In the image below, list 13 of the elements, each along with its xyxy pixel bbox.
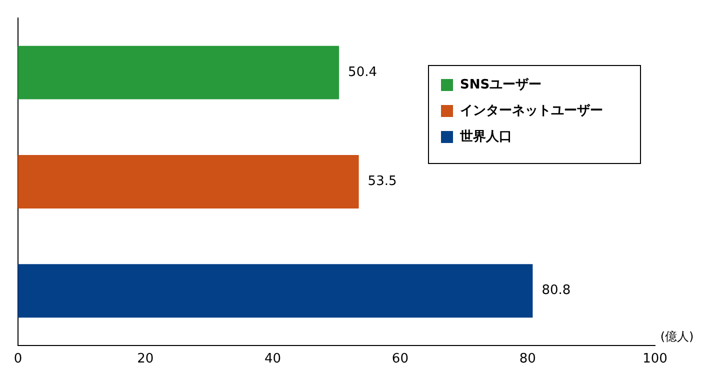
- x-tick-label: 0: [14, 352, 22, 367]
- x-tick-label: 80: [519, 352, 536, 367]
- data-label: 50.4: [348, 64, 377, 80]
- legend-label: インターネットユーザー: [460, 103, 603, 118]
- x-tick-label: 100: [642, 352, 668, 367]
- data-label: 53.5: [368, 174, 397, 190]
- x-tick-label: 20: [137, 352, 154, 367]
- legend-label: 世界人口: [459, 129, 512, 144]
- x-axis-title: (億人): [660, 330, 694, 344]
- x-tick-label: 60: [392, 352, 408, 367]
- data-label: 80.8: [542, 283, 571, 298]
- legend-label: SNSユーザー: [460, 77, 542, 92]
- x-tick-label: 40: [264, 352, 282, 367]
